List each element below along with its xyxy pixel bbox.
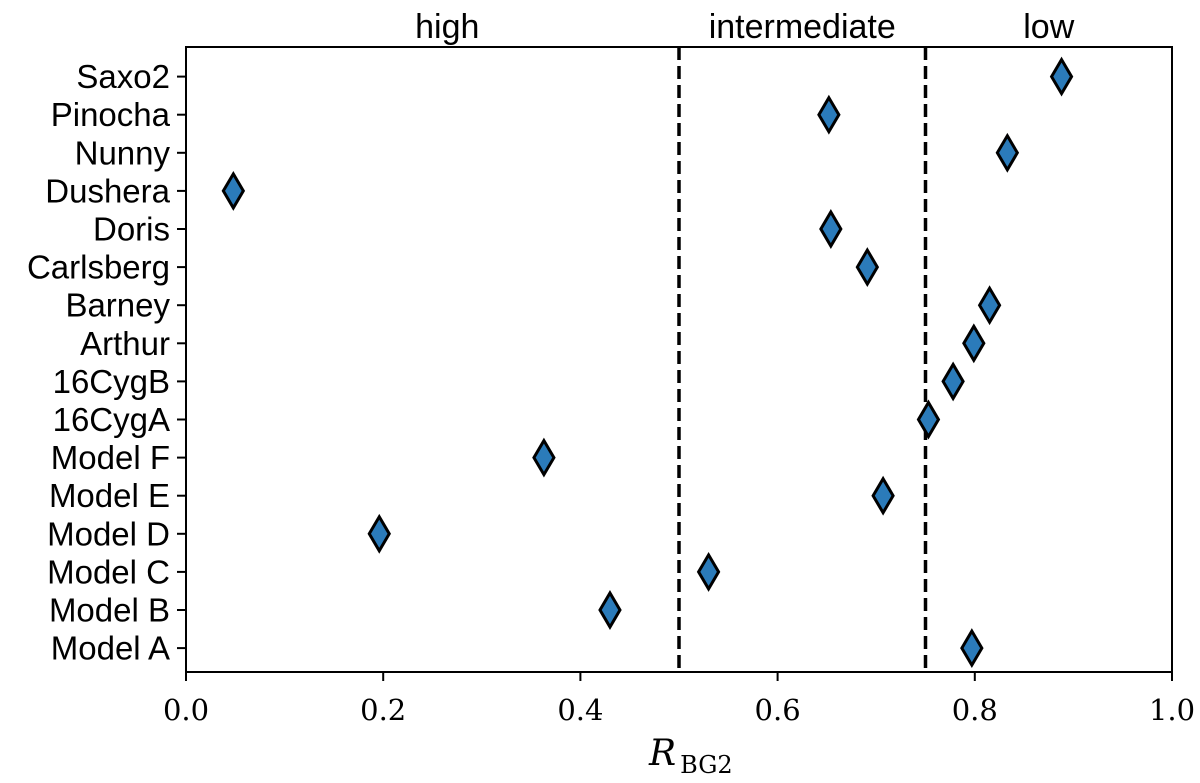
plot-frame (185, 46, 1173, 673)
y-tick-label: Model C (47, 553, 170, 590)
data-point-arthur (962, 323, 986, 364)
x-axis-label-symbol: R (648, 733, 676, 774)
data-point-nunny (995, 132, 1020, 173)
data-point-pinocha (817, 94, 841, 135)
x-tick-label: 0.6 (755, 693, 801, 727)
data-point-model-e (871, 475, 895, 516)
region-labels: high intermediate low (415, 8, 1075, 46)
data-point-model-f (532, 437, 556, 478)
data-point-model-b (598, 590, 622, 630)
data-point-dushera (221, 170, 246, 211)
data-point-barney (977, 285, 1002, 326)
data-point-16cyga (916, 399, 941, 440)
y-tick-label: Model F (51, 439, 170, 476)
y-tick-label: Model A (51, 630, 170, 667)
y-tick-label: Dushera (45, 172, 170, 209)
data-point-doris (819, 209, 843, 249)
y-tick-label: 16CygB (53, 363, 170, 400)
y-tick-label: Model D (47, 515, 170, 552)
data-point-saxo2 (1049, 56, 1074, 97)
x-axis-label: R BG2 (648, 733, 733, 779)
y-tick-label: 16CygA (53, 401, 170, 438)
data-point-model-a (960, 628, 984, 669)
y-tick-label: Nunny (75, 134, 171, 171)
region-label-high: high (415, 8, 479, 46)
y-tick-label: Doris (93, 211, 170, 248)
y-tick-label: Arthur (80, 325, 170, 362)
data-point-model-c (696, 551, 721, 592)
region-label-intermediate: intermediate (709, 8, 896, 46)
y-axis-ticks: Saxo2PinochaNunnyDusheraDorisCarlsbergBa… (27, 58, 186, 667)
y-tick-label: Barney (65, 287, 170, 324)
x-tick-label: 0.2 (360, 693, 406, 727)
y-tick-label: Model B (49, 592, 170, 629)
data-point-16cygb (941, 361, 965, 402)
region-label-low: low (1023, 8, 1074, 46)
x-tick-label: 1.0 (1149, 693, 1195, 727)
x-tick-label: 0.4 (557, 693, 603, 727)
x-tick-label: 0.8 (952, 693, 998, 727)
x-tick-label: 0.0 (163, 693, 209, 727)
data-point-model-d (367, 513, 391, 554)
y-tick-label: Carlsberg (27, 249, 170, 286)
data-point-carlsberg (855, 247, 880, 288)
x-axis-ticks: 0.0 0.2 0.4 0.6 0.8 1.0 (163, 672, 1195, 727)
data-points (221, 56, 1074, 669)
threshold-lines (677, 47, 928, 672)
x-axis-label-subscript: BG2 (680, 751, 733, 779)
y-tick-label: Saxo2 (76, 58, 170, 95)
y-tick-label: Pinocha (51, 96, 171, 133)
y-tick-label: Model E (49, 477, 170, 514)
